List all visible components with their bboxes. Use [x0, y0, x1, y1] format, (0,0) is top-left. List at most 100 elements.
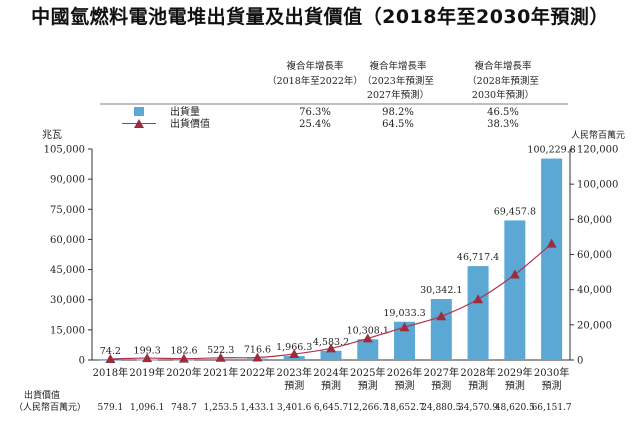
x-tick-label: 2018年 — [93, 366, 128, 379]
growth-header-line: （2028年預測至 — [467, 75, 539, 87]
growth-header-line: （2023年預測至 — [362, 75, 434, 87]
x-tick-label: 2024年 — [313, 366, 348, 379]
x-tick-label: 2023年 — [277, 366, 312, 379]
x-tick-label: 2029年 — [497, 366, 532, 379]
x-tick-label: 2026年 — [387, 366, 422, 379]
right-axis-tick-label: 120,000 — [577, 145, 618, 156]
bar-value-label: 69,457.8 — [494, 206, 536, 217]
growth-rate-value: 25.4% — [299, 119, 331, 130]
bar-value-label: 100,229.8 — [527, 145, 575, 156]
right-axis-tick-label: 0 — [577, 356, 583, 367]
growth-rate-value: 64.5% — [382, 119, 414, 130]
line-value-label: 748.7 — [171, 403, 197, 413]
line-point-marker — [215, 352, 226, 362]
bar-value-label: 199.3 — [134, 346, 161, 357]
line-point-marker — [399, 322, 410, 332]
left-axis-tick-label: 0 — [79, 356, 85, 367]
growth-header-line: 複合年增長率 — [474, 60, 532, 72]
line-value-label: 579.1 — [98, 403, 124, 413]
x-tick-label: 預測 — [321, 379, 341, 392]
x-tick-label: 預測 — [431, 379, 451, 392]
line-point-marker — [252, 352, 263, 362]
x-tick-label: 預測 — [542, 379, 562, 392]
growth-header-line: （2018年至2022年） — [267, 75, 363, 87]
bar — [283, 356, 305, 360]
bar — [320, 350, 342, 360]
bar — [467, 266, 489, 360]
x-tick-label: 2022年 — [240, 366, 275, 379]
line-value-label: 34,570.9 — [458, 403, 498, 413]
growth-rate-value: 46.5% — [487, 107, 519, 118]
line-value-label: 3,401.6 — [277, 403, 312, 413]
legend-bar-swatch — [134, 107, 144, 116]
legend-label: 出貨價值 — [170, 117, 210, 130]
bar — [357, 339, 379, 360]
right-axis-tick-label: 60,000 — [577, 250, 612, 261]
line-point-marker — [142, 353, 153, 363]
left-axis-tick-label: 90,000 — [50, 175, 85, 186]
left-axis-tick-label: 60,000 — [50, 235, 85, 246]
bar — [394, 321, 416, 360]
x-tick-label: 2025年 — [350, 366, 385, 379]
line-point-marker — [105, 353, 116, 363]
line-value-label: 1,253.5 — [204, 403, 239, 413]
right-axis-tick-label: 100,000 — [577, 180, 618, 191]
x-tick-label: 2019年 — [129, 366, 164, 379]
growth-header-line: 2027年預測） — [367, 89, 429, 101]
bar-value-label: 74.2 — [100, 346, 121, 357]
line-value-label: 6,645.7 — [314, 403, 349, 413]
bar-value-label: 46,717.4 — [457, 252, 499, 263]
x-tick-label: 預測 — [395, 379, 415, 392]
right-axis-tick-label: 20,000 — [577, 320, 612, 331]
line-point-marker — [436, 311, 447, 321]
growth-rate-value: 98.2% — [382, 107, 414, 118]
growth-header-line: 2030年預測） — [472, 89, 534, 101]
bar-value-label: 716.6 — [244, 345, 271, 356]
x-tick-label: 2027年 — [424, 366, 459, 379]
bar-value-label: 30,342.1 — [420, 285, 462, 296]
left-axis-title: 兆瓦 — [42, 129, 62, 141]
x-tick-label: 2028年 — [460, 366, 495, 379]
line-point-marker — [289, 349, 300, 359]
bar-value-label: 182.6 — [170, 346, 197, 357]
bar-value-label: 10,308.1 — [347, 325, 389, 336]
line-point-marker — [326, 343, 336, 353]
bar — [430, 299, 452, 360]
left-axis-tick-label: 30,000 — [50, 295, 85, 306]
left-axis-tick-label: 15,000 — [50, 325, 85, 336]
bar — [504, 220, 526, 360]
line-value-label: 66,151.7 — [532, 403, 572, 413]
x-tick-label: 預測 — [468, 379, 488, 392]
left-axis-tick-label: 105,000 — [44, 145, 85, 156]
x-tick-label: 2020年 — [166, 366, 201, 379]
line-point-marker — [178, 353, 189, 363]
x-tick-label: 2021年 — [203, 366, 238, 379]
line-value-label: 18,652.7 — [384, 403, 424, 413]
line-point-marker — [473, 294, 484, 304]
line-point-marker — [546, 238, 557, 248]
bar-value-label: 522.3 — [207, 345, 234, 356]
left-axis-tick-label: 45,000 — [50, 265, 85, 276]
right-axis-tick-label: 40,000 — [577, 285, 612, 296]
bottom-row-label: （人民幣百萬元） — [14, 401, 86, 413]
line-value-label: 24,880.5 — [421, 403, 461, 413]
x-tick-label: 2030年 — [534, 366, 569, 379]
growth-rate-value: 76.3% — [299, 107, 331, 118]
x-tick-label: 預測 — [505, 379, 525, 392]
chart-title: 中國氫燃料電池電堆出貨量及出貨價值（2018年至2030年預測） — [31, 6, 609, 28]
bottom-row-label: 出貨價值 — [24, 389, 60, 401]
left-axis-tick-label: 75,000 — [50, 205, 85, 216]
line-point-marker — [509, 269, 520, 279]
growth-header-line: 複合年增長率 — [286, 60, 344, 72]
line-value-label: 1,096.1 — [130, 403, 164, 413]
bar — [541, 158, 563, 360]
line-point-marker — [362, 333, 373, 343]
growth-rate-value: 38.3% — [487, 119, 519, 130]
growth-header-line: 複合年增長率 — [369, 60, 427, 72]
legend-label: 出貨量 — [170, 105, 200, 118]
bar-value-label: 19,033.3 — [383, 308, 425, 319]
x-tick-label: 預測 — [358, 379, 378, 392]
bar-value-label: 1,966.3 — [276, 342, 312, 353]
line-value-label: 12,266.7 — [348, 403, 388, 413]
x-tick-label: 預測 — [284, 379, 304, 392]
